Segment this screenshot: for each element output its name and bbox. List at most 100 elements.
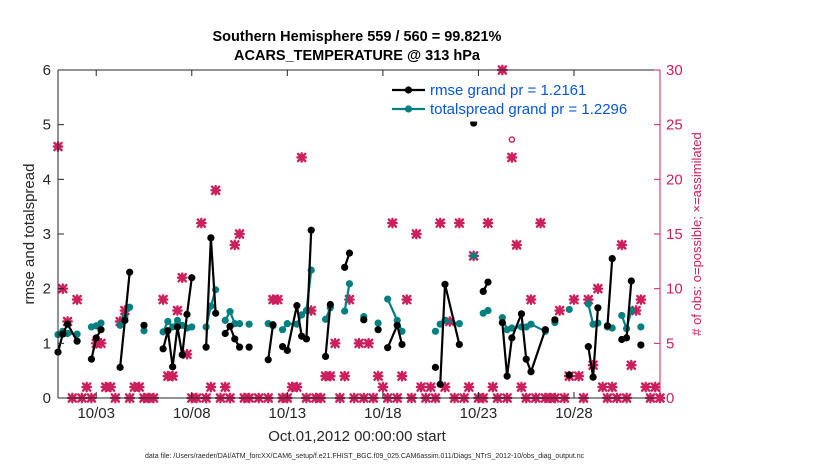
series-point-rmse xyxy=(584,343,592,351)
obs-assimilated-marker xyxy=(172,305,183,316)
data-file-footer: data file: /Users/raeder/DAI/ATM_forcXX/… xyxy=(145,453,585,460)
obs-assimilated-marker xyxy=(516,381,527,393)
series-point-rmse xyxy=(212,309,220,317)
obs-assimilated-marker xyxy=(114,316,126,327)
series-point-totalspread xyxy=(164,317,172,326)
series-point-rmse xyxy=(527,368,535,376)
obs-assimilated-marker xyxy=(640,381,652,393)
obs-assimilated-marker xyxy=(535,217,546,229)
series-point-rmse xyxy=(398,340,406,349)
y-tick-label-left: 2 xyxy=(43,281,51,298)
series-point-totalspread xyxy=(508,324,516,332)
series-point-rmse xyxy=(221,329,229,338)
series-point-rmse xyxy=(178,351,186,359)
series-point-rmse xyxy=(455,340,463,349)
series-point-rmse xyxy=(589,373,597,381)
series-line-rmse xyxy=(606,258,614,326)
obs-assimilated-marker xyxy=(568,294,580,305)
series-line-rmse xyxy=(224,325,241,348)
obs-assimilated-marker xyxy=(157,294,169,305)
series-point-totalspread xyxy=(431,327,440,335)
series-point-rmse xyxy=(565,371,573,379)
obs-assimilated-marker xyxy=(167,370,179,382)
series-point-totalspread xyxy=(126,303,134,311)
series-point-totalspread xyxy=(618,311,626,320)
y-tick-label-left: 6 xyxy=(43,62,51,79)
series-point-rmse xyxy=(59,330,67,338)
obs-assimilated-marker xyxy=(582,294,594,305)
series-point-totalspread xyxy=(455,320,463,328)
obs-assimilated-marker xyxy=(219,381,231,393)
obs-assimilated-marker xyxy=(487,381,499,393)
series-point-totalspread xyxy=(374,319,382,327)
obs-assimilated-marker xyxy=(616,239,628,251)
x-axis-label: Oct.01,2012 00:00:00 start xyxy=(268,428,446,445)
series-point-rmse xyxy=(603,322,612,330)
series-point-rmse xyxy=(503,372,511,380)
obs-assimilated-marker xyxy=(463,381,475,393)
series-point-rmse xyxy=(264,356,272,364)
series-point-rmse xyxy=(484,278,492,286)
obs-assimilated-marker xyxy=(415,381,427,393)
obs-assimilated-marker xyxy=(363,337,374,349)
obs-assimilated-marker xyxy=(453,217,465,229)
series-point-rmse xyxy=(393,321,401,329)
obs-assimilated-marker xyxy=(81,381,93,393)
series-point-rmse xyxy=(517,310,526,318)
series-point-totalspread xyxy=(278,326,287,334)
obs-assimilated-marker xyxy=(291,381,303,393)
series-point-rmse xyxy=(87,355,96,363)
series-point-rmse xyxy=(551,316,559,324)
series-point-rmse xyxy=(207,234,215,242)
obs-assimilated-marker xyxy=(649,381,661,393)
obs-assimilated-marker xyxy=(387,217,398,229)
x-tick-label: 10/03 xyxy=(77,405,115,422)
obs-assimilated-marker xyxy=(344,294,355,305)
series-point-rmse xyxy=(360,316,368,324)
series-point-totalspread xyxy=(173,316,182,324)
series-point-rmse xyxy=(73,337,81,345)
obs-assimilated-marker xyxy=(554,305,566,316)
legend-box xyxy=(388,76,655,122)
series-point-rmse xyxy=(173,323,182,331)
series-point-totalspread xyxy=(298,311,306,319)
series-point-totalspread xyxy=(470,252,478,260)
legend-marker-totalspread xyxy=(404,105,413,113)
series-point-rmse xyxy=(245,343,253,351)
series-point-rmse xyxy=(293,302,301,310)
obs-assimilated-marker xyxy=(324,370,336,382)
y-tick-label-right: 10 xyxy=(666,281,683,298)
series-point-rmse xyxy=(326,300,334,309)
series-point-rmse xyxy=(269,321,277,329)
series-point-rmse xyxy=(231,335,239,343)
legend: rmse grand pr = 1.2161 totalspread grand… xyxy=(388,76,655,122)
obs-assimilated-marker xyxy=(506,152,518,163)
series-point-rmse xyxy=(374,326,382,334)
obs-assimilated-marker xyxy=(625,359,637,371)
obs-assimilated-marker xyxy=(133,381,145,393)
x-tick-label: 10/13 xyxy=(269,405,307,422)
series-line-totalspread xyxy=(343,283,351,312)
series-point-rmse xyxy=(183,310,191,318)
series-point-totalspread xyxy=(235,320,244,328)
series-point-rmse xyxy=(302,335,311,343)
series-point-totalspread xyxy=(116,321,124,329)
y-tick-label-right: 25 xyxy=(666,117,683,134)
series-point-rmse xyxy=(637,341,645,349)
series-point-rmse xyxy=(594,304,602,312)
obs-assimilated-marker xyxy=(71,294,83,305)
y-tick-label-left: 1 xyxy=(43,335,51,352)
obs-assimilated-marker xyxy=(635,294,647,305)
series-point-totalspread xyxy=(226,308,234,316)
obs-assimilated-marker xyxy=(525,294,537,305)
series-point-rmse xyxy=(63,320,72,328)
series-point-rmse xyxy=(202,343,210,351)
series-point-totalspread xyxy=(637,323,645,331)
series-point-totalspread xyxy=(498,314,506,322)
series-point-rmse xyxy=(307,226,315,234)
y-tick-label-right: 0 xyxy=(666,390,674,407)
series-point-rmse xyxy=(384,344,392,352)
series-point-rmse xyxy=(441,280,449,288)
obs-assimilated-marker xyxy=(592,283,604,295)
